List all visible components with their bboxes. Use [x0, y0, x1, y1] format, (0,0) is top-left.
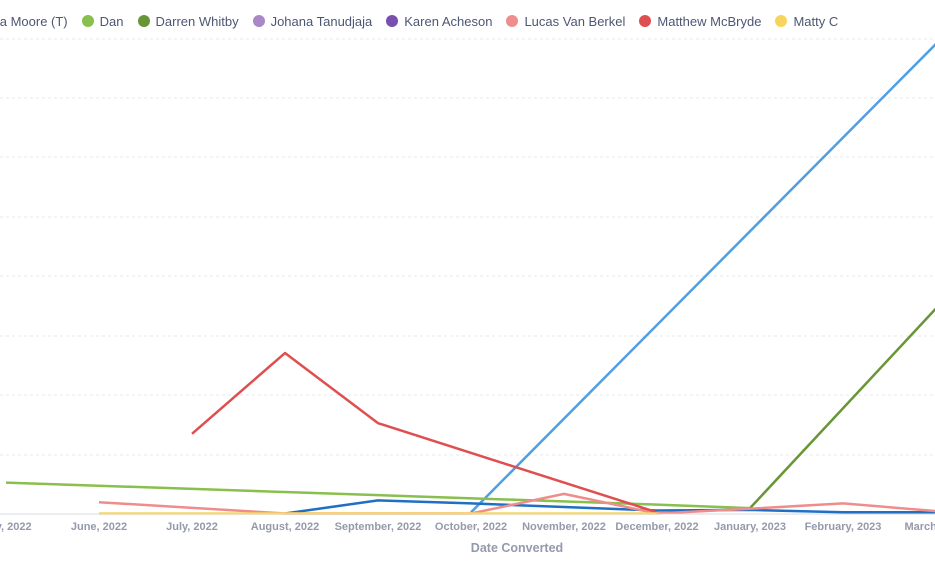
series-lines	[5, 43, 935, 515]
legend-dot-icon	[81, 15, 94, 27]
legend-label: Matthew McBryde	[657, 13, 762, 29]
series-line-matthew-mcbryde[interactable]	[191, 351, 658, 514]
x-tick-label: January, 2023	[714, 521, 786, 533]
x-axis-title: Date Converted	[471, 541, 563, 555]
chart-legend: sha Moore (T) Dan Darren Whitby Johana T…	[0, 12, 852, 30]
grid-lines	[0, 38, 935, 456]
x-tick-label: December, 2022	[615, 521, 698, 533]
legend-label: Matty C	[793, 13, 839, 29]
legend-label: Darren Whitby	[155, 13, 239, 29]
legend-dot-icon	[137, 15, 150, 27]
legend-item-lucas-van-berkel[interactable]: Lucas Van Berkel	[506, 14, 625, 29]
x-tick-label: September, 2022	[335, 521, 422, 533]
legend-dot-icon	[506, 15, 519, 27]
legend-item-matty-c[interactable]: Matty C	[775, 14, 838, 29]
legend-label: Karen Acheson	[404, 13, 493, 29]
legend-item-johana-tanudjaja[interactable]: Johana Tanudjaja	[252, 13, 373, 29]
x-tick-label: October, 2022	[435, 521, 507, 533]
legend-dot-icon	[639, 15, 652, 27]
legend-item-marsha-moore[interactable]: sha Moore (T)	[0, 14, 68, 29]
x-tick-label: July, 2022	[166, 521, 218, 533]
legend-label: Johana Tanudjaja	[270, 13, 373, 29]
legend-item-matthew-mcbryde[interactable]: Matthew McBryde	[639, 14, 761, 29]
legend-item-karen-acheson[interactable]: Karen Acheson	[386, 14, 492, 29]
series-line-dark-blue-series[interactable]	[284, 499, 935, 515]
legend-label: sha Moore (T)	[0, 13, 68, 29]
series-line-darren-whitby[interactable]	[749, 307, 935, 510]
legend-item-dan[interactable]: Dan	[81, 13, 124, 29]
x-tick-label: August, 2022	[251, 521, 319, 533]
x-tick-label: May, 2022	[0, 521, 32, 533]
series-line-marsha-moore-t-[interactable]	[470, 43, 935, 514]
x-axis: May, 2022 June, 2022 July, 2022 August, 202…	[0, 513, 935, 533]
legend-item-darren-whitby[interactable]: Darren Whitby	[137, 13, 239, 29]
legend-label: Lucas Van Berkel	[524, 13, 626, 29]
series-line-dan[interactable]	[5, 481, 751, 510]
legend-dot-icon	[775, 15, 788, 27]
x-tick-label: November, 2022	[522, 521, 606, 533]
x-tick-label: June, 2022	[71, 521, 127, 533]
legend-label: Dan	[99, 13, 124, 29]
x-tick-label: March, 2023	[905, 521, 935, 533]
x-tick-label: February, 2023	[805, 521, 882, 533]
legend-dot-icon	[386, 15, 399, 27]
legend-dot-icon	[252, 15, 265, 27]
